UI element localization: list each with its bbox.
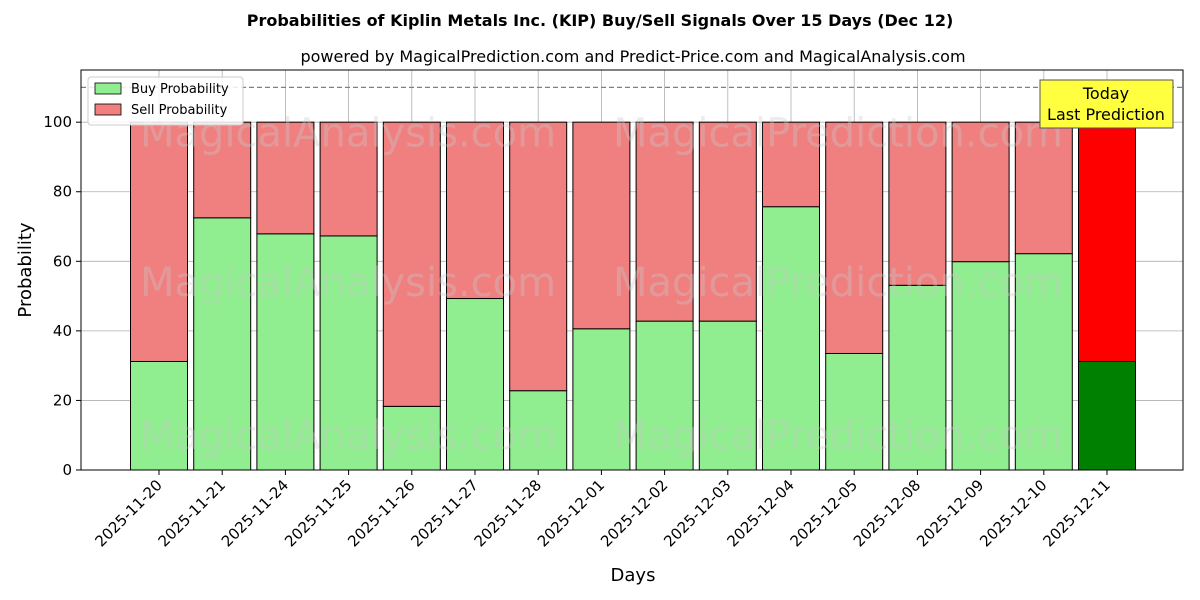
legend-swatch-sell <box>94 103 122 116</box>
y-axis-label: Probability <box>15 222 36 317</box>
bar-buy <box>193 217 252 471</box>
y-tick-label: 80 <box>53 183 72 201</box>
watermarks: MagicalAnalysis.com MagicalPrediction.com… <box>140 111 1063 460</box>
bar-buy <box>572 328 631 471</box>
bar-sell <box>762 121 820 208</box>
bar-sell <box>319 121 378 237</box>
y-tick-label: 100 <box>43 113 72 131</box>
x-tick-label: 2025-12-04 <box>723 476 797 550</box>
chart-title: Probabilities of Kiplin Metals Inc. (KIP… <box>247 11 954 30</box>
bar-buy <box>888 284 947 471</box>
x-tick-label: 2025-12-09 <box>913 476 987 550</box>
watermark: MagicalAnalysis.com <box>140 413 556 459</box>
x-tick-label: 2025-12-03 <box>660 476 734 550</box>
legend-box <box>87 76 244 126</box>
y-tick-label: 20 <box>53 391 72 409</box>
x-tick-label: 2025-11-24 <box>218 476 292 550</box>
bar-sell <box>446 121 504 300</box>
bar-sell <box>382 121 441 407</box>
bar-sell <box>509 121 568 392</box>
x-tick-label: 2025-12-01 <box>534 476 608 550</box>
watermark: MagicalPrediction.com <box>613 260 1063 306</box>
x-tick-label: 2025-11-27 <box>407 476 481 550</box>
today-annotation: Today Last Prediction <box>1039 79 1174 129</box>
x-tick-label: 2025-11-20 <box>91 476 165 550</box>
bar-sell <box>256 121 315 235</box>
y-tick-label: 0 <box>62 461 72 479</box>
x-axis-label: Days <box>611 565 656 586</box>
bars <box>130 121 1136 471</box>
bar-buy <box>382 405 441 471</box>
bar-sell <box>1078 121 1136 362</box>
bar-buy <box>825 352 884 471</box>
bar-sell <box>825 121 884 354</box>
watermark: MagicalPrediction.com <box>613 413 1063 459</box>
x-tick-label: 2025-12-05 <box>787 476 861 550</box>
bar-buy <box>635 320 694 471</box>
x-tick-label: 2025-11-28 <box>471 476 545 550</box>
y-axis: 0 20 40 60 80 100 <box>43 113 81 479</box>
bar-buy <box>446 298 504 471</box>
legend-swatch-buy <box>94 82 122 95</box>
watermark: MagicalAnalysis.com <box>140 260 556 306</box>
plot-frame <box>80 69 1184 471</box>
x-axis: 2025-11-202025-11-212025-11-242025-11-25… <box>91 470 1114 550</box>
bar-sell <box>698 121 757 322</box>
bar-sell <box>572 121 631 330</box>
bar-buy <box>762 206 820 471</box>
x-tick-label: 2025-11-26 <box>344 476 418 550</box>
x-tick-label: 2025-12-11 <box>1039 476 1113 550</box>
today-box <box>1039 79 1174 129</box>
bar-sell <box>635 121 694 322</box>
y-tick-label: 60 <box>53 252 72 270</box>
legend: Buy Probability Sell Probability <box>87 76 244 126</box>
chart-subtitle: powered by MagicalPrediction.com and Pre… <box>300 47 965 66</box>
x-tick-label: 2025-12-02 <box>597 476 671 550</box>
legend-label-buy: Buy Probability <box>131 82 229 97</box>
x-tick-label: 2025-12-08 <box>850 476 924 550</box>
bar-sell <box>951 121 1010 263</box>
bar-buy <box>698 320 757 471</box>
x-tick-label: 2025-11-25 <box>281 476 355 550</box>
bar-buy <box>319 235 378 471</box>
x-tick-label: 2025-11-21 <box>155 476 229 550</box>
bar-buy <box>1078 360 1136 471</box>
today-label: Today <box>1082 84 1129 103</box>
bar-sell <box>888 121 947 286</box>
last-prediction-label: Last Prediction <box>1047 105 1165 124</box>
watermark: MagicalPrediction.com <box>613 111 1063 157</box>
bar-buy <box>509 390 568 471</box>
legend-label-sell: Sell Probability <box>131 103 228 118</box>
bar-sell <box>1014 121 1073 255</box>
x-tick-label: 2025-12-10 <box>976 476 1050 550</box>
bar-buy <box>256 233 315 471</box>
bar-sell <box>130 121 188 362</box>
y-tick-label: 40 <box>53 322 72 340</box>
